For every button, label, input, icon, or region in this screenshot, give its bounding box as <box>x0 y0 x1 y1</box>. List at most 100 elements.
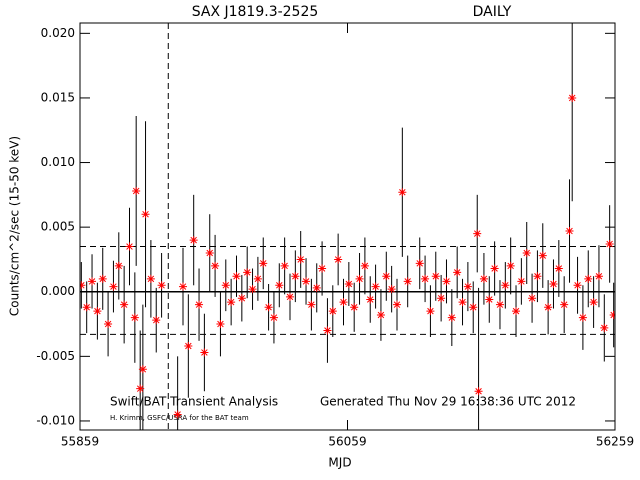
data-point <box>501 281 510 290</box>
data-point <box>392 300 401 309</box>
data-point <box>565 227 574 236</box>
data-point <box>538 251 547 260</box>
data-point <box>205 248 214 257</box>
data-point <box>605 239 614 248</box>
data-point <box>269 313 278 322</box>
data-point <box>554 264 563 273</box>
data-point <box>360 261 369 270</box>
data-point <box>323 326 332 335</box>
data-point <box>232 272 241 281</box>
data-point <box>398 188 407 197</box>
data-point <box>264 303 273 312</box>
data-point <box>302 277 311 286</box>
data-point <box>431 272 440 281</box>
data-point <box>344 279 353 288</box>
data-point <box>200 348 209 357</box>
data-point <box>120 300 129 309</box>
x-tick-label: 56259 <box>596 435 634 449</box>
data-point <box>227 298 236 307</box>
data-point <box>442 277 451 286</box>
data-point <box>184 342 193 351</box>
y-tick-label: 0.005 <box>41 220 75 234</box>
x-tick-label: 56059 <box>328 435 366 449</box>
data-point <box>522 248 531 257</box>
data-point <box>312 283 321 292</box>
data-point <box>195 300 204 309</box>
data-point <box>560 300 569 309</box>
data-point <box>584 274 593 283</box>
data-point <box>403 277 412 286</box>
data-point <box>533 272 542 281</box>
data-point <box>93 307 102 316</box>
data-point <box>157 281 166 290</box>
data-point <box>463 282 472 291</box>
y-tick-label: -0.005 <box>36 349 75 363</box>
data-point <box>285 292 294 301</box>
data-point <box>221 281 230 290</box>
data-point <box>248 285 257 294</box>
data-point <box>517 277 526 286</box>
data-point <box>371 282 380 291</box>
data-point <box>237 294 246 303</box>
data-point <box>138 365 147 374</box>
data-point <box>589 298 598 307</box>
data-point <box>104 320 113 329</box>
data-point <box>173 410 182 419</box>
x-axis-label: MJD <box>328 456 351 470</box>
plot-frame <box>79 22 616 431</box>
data-point <box>80 281 86 290</box>
data-point <box>189 236 198 245</box>
data-point <box>544 303 553 312</box>
data-point <box>600 323 609 332</box>
data-point <box>506 261 515 270</box>
data-point <box>415 259 424 268</box>
data-point <box>296 255 305 264</box>
data-point <box>594 272 603 281</box>
data-point <box>426 307 435 316</box>
data-point <box>152 316 161 325</box>
y-tick-label: 0.010 <box>41 155 75 169</box>
data-point <box>495 300 504 309</box>
data-point <box>609 311 615 320</box>
annotation: H. Krimm, GSFC/USRA for the BAT team <box>110 414 249 422</box>
data-point <box>469 303 478 312</box>
data-point <box>243 268 252 277</box>
data-point <box>280 261 289 270</box>
data-point <box>458 298 467 307</box>
data-point <box>334 255 343 264</box>
data-point <box>307 300 316 309</box>
chart-title: SAX J1819.3-2525 <box>192 4 319 20</box>
data-point <box>350 303 359 312</box>
annotation: Generated Thu Nov 29 16:38:36 UTC 2012 <box>320 395 576 409</box>
data-point <box>474 387 483 396</box>
data-point <box>578 313 587 322</box>
data-point <box>291 272 300 281</box>
data-point <box>568 93 577 102</box>
annotation: Swift/BAT Transient Analysis <box>110 395 278 409</box>
data-point <box>453 268 462 277</box>
data-point <box>382 272 391 281</box>
data-point <box>82 303 91 312</box>
data-point <box>437 294 446 303</box>
data-point <box>328 307 337 316</box>
data-point <box>573 281 582 290</box>
data-point <box>479 274 488 283</box>
y-axis-label: Counts/cm^2/sec (15-50 keV) <box>8 136 22 316</box>
data-point <box>355 274 364 283</box>
data-point <box>130 313 139 322</box>
data-point <box>376 311 385 320</box>
data-point <box>421 274 430 283</box>
data-point <box>318 264 327 273</box>
data-point <box>136 384 145 393</box>
data-point <box>473 229 482 238</box>
data-point <box>125 242 134 251</box>
data-point <box>146 274 155 283</box>
data-point <box>132 186 141 195</box>
data-point <box>88 277 97 286</box>
data-point <box>366 295 375 304</box>
data-point <box>141 210 150 219</box>
data-point <box>178 282 187 291</box>
data-point <box>528 294 537 303</box>
y-tick-label: 0.000 <box>41 284 75 298</box>
